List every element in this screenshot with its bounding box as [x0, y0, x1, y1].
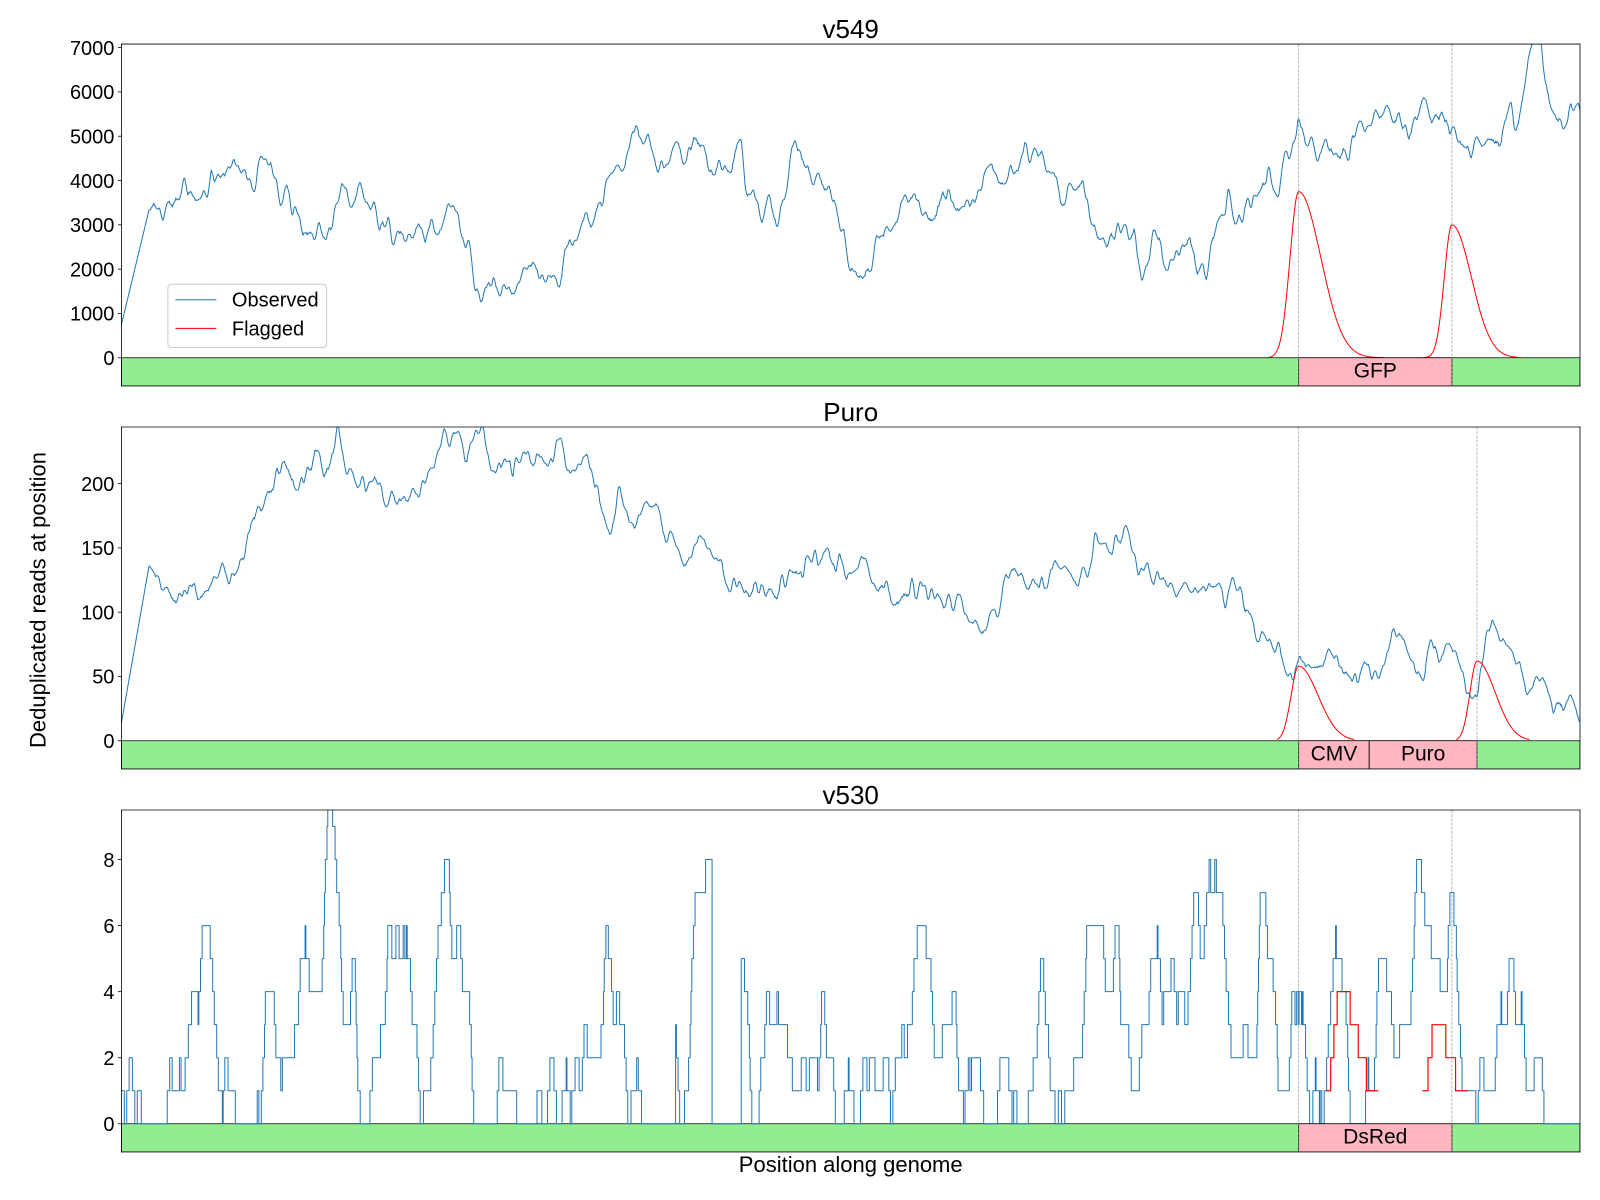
svg-text:4: 4 [103, 982, 114, 1004]
svg-text:6000: 6000 [70, 82, 115, 104]
svg-text:0: 0 [103, 731, 114, 753]
svg-text:0: 0 [103, 348, 114, 370]
svg-text:1000: 1000 [70, 304, 115, 326]
svg-text:DsRed: DsRed [1343, 1125, 1407, 1148]
svg-text:CMV: CMV [1311, 742, 1358, 765]
svg-text:GFP: GFP [1354, 359, 1397, 382]
svg-text:Flagged: Flagged [232, 318, 304, 340]
svg-text:v530: v530 [823, 780, 879, 810]
svg-text:8: 8 [103, 850, 114, 872]
svg-text:v549: v549 [823, 14, 879, 44]
svg-text:0: 0 [103, 1114, 114, 1136]
svg-text:Deduplicated reads at position: Deduplicated reads at position [26, 452, 51, 748]
svg-text:Observed: Observed [232, 290, 319, 312]
svg-text:4000: 4000 [70, 171, 115, 193]
svg-text:2000: 2000 [70, 259, 115, 281]
svg-text:50: 50 [92, 667, 114, 689]
svg-text:Puro: Puro [1401, 742, 1445, 765]
svg-text:6: 6 [103, 916, 114, 938]
svg-text:2: 2 [103, 1048, 114, 1070]
svg-text:150: 150 [81, 538, 114, 560]
svg-text:200: 200 [81, 474, 114, 496]
svg-text:Position along genome: Position along genome [739, 1152, 963, 1177]
svg-text:Puro: Puro [823, 397, 878, 427]
svg-text:5000: 5000 [70, 126, 115, 148]
svg-text:7000: 7000 [70, 38, 115, 60]
svg-text:100: 100 [81, 602, 114, 624]
svg-text:3000: 3000 [70, 215, 115, 237]
